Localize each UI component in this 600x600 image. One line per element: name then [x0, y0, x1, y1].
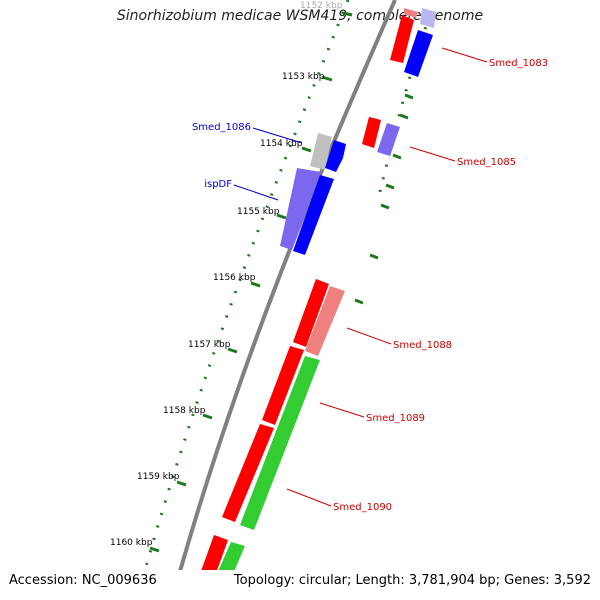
feature-tick [399, 113, 409, 120]
ruler-tick-mark [227, 347, 238, 354]
gene-label: Smed_1090 [333, 502, 392, 513]
ruler-tick-label: 1160 kbp [110, 538, 153, 548]
genome-backbone [178, 0, 397, 570]
gene-leader-line [409, 146, 456, 162]
ruler-tick-label: 1156 kbp [213, 273, 256, 283]
gene-leader-line [346, 327, 392, 345]
gene-leader-line [252, 127, 303, 144]
gene-arrow-lightred [404, 8, 418, 18]
ruler-tick-mark [321, 75, 333, 82]
gene-arrow-red [390, 15, 414, 63]
gene-arrow-lightred [305, 286, 345, 356]
ruler-tick-label: 1157 kbp [188, 340, 231, 350]
feature-tick [385, 183, 395, 190]
gene-arrow-blue [404, 30, 433, 77]
forward-dotted-line [376, 14, 432, 201]
accession-label: Accession: NC_009636 [9, 573, 157, 588]
gene-label: Smed_1085 [457, 157, 516, 168]
ruler-tick-label: 1154 kbp [260, 139, 303, 149]
ruler-tick-mark [301, 146, 312, 153]
gene-arrow-slateblue [280, 168, 321, 250]
feature-tick [369, 253, 379, 260]
gene-arrow-blue [325, 140, 346, 172]
feature-tick [354, 298, 364, 305]
gene-leader-line [286, 488, 332, 507]
ruler-tick-label: 1158 kbp [163, 406, 206, 416]
ruler-tick-label: 1152 kbp [300, 1, 343, 11]
ruler-tick-mark [202, 413, 213, 420]
gene-arrow-red [222, 424, 274, 522]
feature-tick [404, 93, 414, 100]
gene-arrow-lightblue [420, 8, 436, 28]
gene-arrow-green [218, 542, 245, 570]
ruler-tick-mark [342, 11, 353, 17]
gene-arrow-red [362, 117, 381, 148]
ruler-tick-mark [176, 480, 187, 487]
ruler-tick-label: 1153 kbp [282, 72, 325, 82]
ruler-tick-mark [250, 281, 261, 288]
ruler-tick-mark [149, 546, 160, 553]
gene-leader-line [233, 184, 279, 201]
gene-arrow-red [293, 279, 329, 347]
gene-label: Smed_1083 [489, 58, 548, 69]
gene-leader-line [319, 402, 365, 418]
gene-arrow-red [262, 346, 304, 425]
gene-leader-line [441, 47, 488, 63]
feature-tick [380, 203, 390, 210]
gene-arrow-grey [310, 133, 332, 170]
ruler-tick-label: 1159 kbp [137, 472, 180, 482]
gene-arrow-slateblue [377, 123, 400, 156]
gene-label: Smed_1089 [366, 413, 425, 424]
ruler-tick-label: 1155 kbp [237, 207, 280, 217]
gene-arrow-blue [293, 175, 334, 255]
gene-label: ispDF [204, 179, 232, 190]
genome-stats-label: Topology: circular; Length: 3,781,904 bp… [233, 573, 591, 588]
gene-arrow-red [201, 535, 228, 570]
gene-label: Smed_1086 [192, 122, 251, 133]
feature-tick [392, 153, 402, 160]
genome-map-svg: 1152 kbp 1153 kbp 1154 kbp 1155 kbp 1156 kbp… [110, 0, 548, 570]
gene-label: Smed_1088 [393, 340, 452, 351]
ruler-tick-mark [276, 213, 287, 220]
ruler-dotted-line [143, 0, 350, 570]
gene-arrow-green [240, 356, 320, 530]
